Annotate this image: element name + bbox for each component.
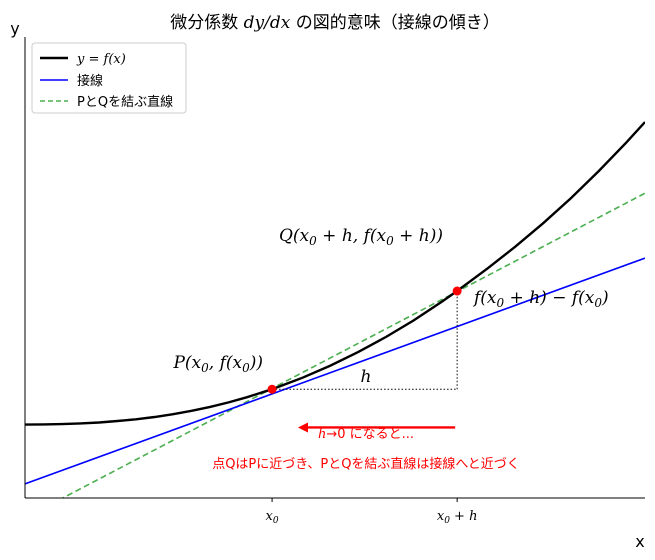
series-layer <box>25 121 645 498</box>
point-q <box>452 286 462 296</box>
x-ticks: x0 x0 + h <box>266 498 478 526</box>
legend-label-curve: y = f(x) <box>76 52 126 67</box>
points-layer <box>267 286 462 394</box>
legend-label-secant: PとQを結ぶ直線 <box>77 94 173 110</box>
series-curve <box>25 121 645 426</box>
x-tick-label: x0 + h <box>437 509 478 526</box>
point-q-label: Q(x0 + h, f(x0 + h)) <box>279 226 443 248</box>
legend-box <box>31 42 187 114</box>
h-to-zero-arrow <box>297 422 456 433</box>
dy-label: f(x0 + h) − f(x0) <box>472 288 609 310</box>
legend-label-tangent: 接線 <box>77 73 103 89</box>
series-secant <box>61 192 645 498</box>
x-tick-label: x0 <box>266 509 279 526</box>
point-p-label: P(x0, f(x0)) <box>172 353 263 375</box>
series-tangent <box>25 257 645 485</box>
note-h-to-zero: h→0 になると... <box>318 427 414 442</box>
chart-title: 微分係数 dy/dx の図的意味（接線の傾き） <box>170 13 500 33</box>
legend: y = f(x) 接線 PとQを結ぶ直線 <box>31 42 187 114</box>
note-approach: 点QはPに近づき、PとQを結ぶ直線は接線へと近づく <box>212 456 520 472</box>
arrow-head <box>297 422 308 433</box>
point-p <box>267 384 277 394</box>
x-axis-label: x <box>635 532 644 551</box>
y-axis-label: y <box>10 19 19 38</box>
h-label: h <box>361 367 372 387</box>
